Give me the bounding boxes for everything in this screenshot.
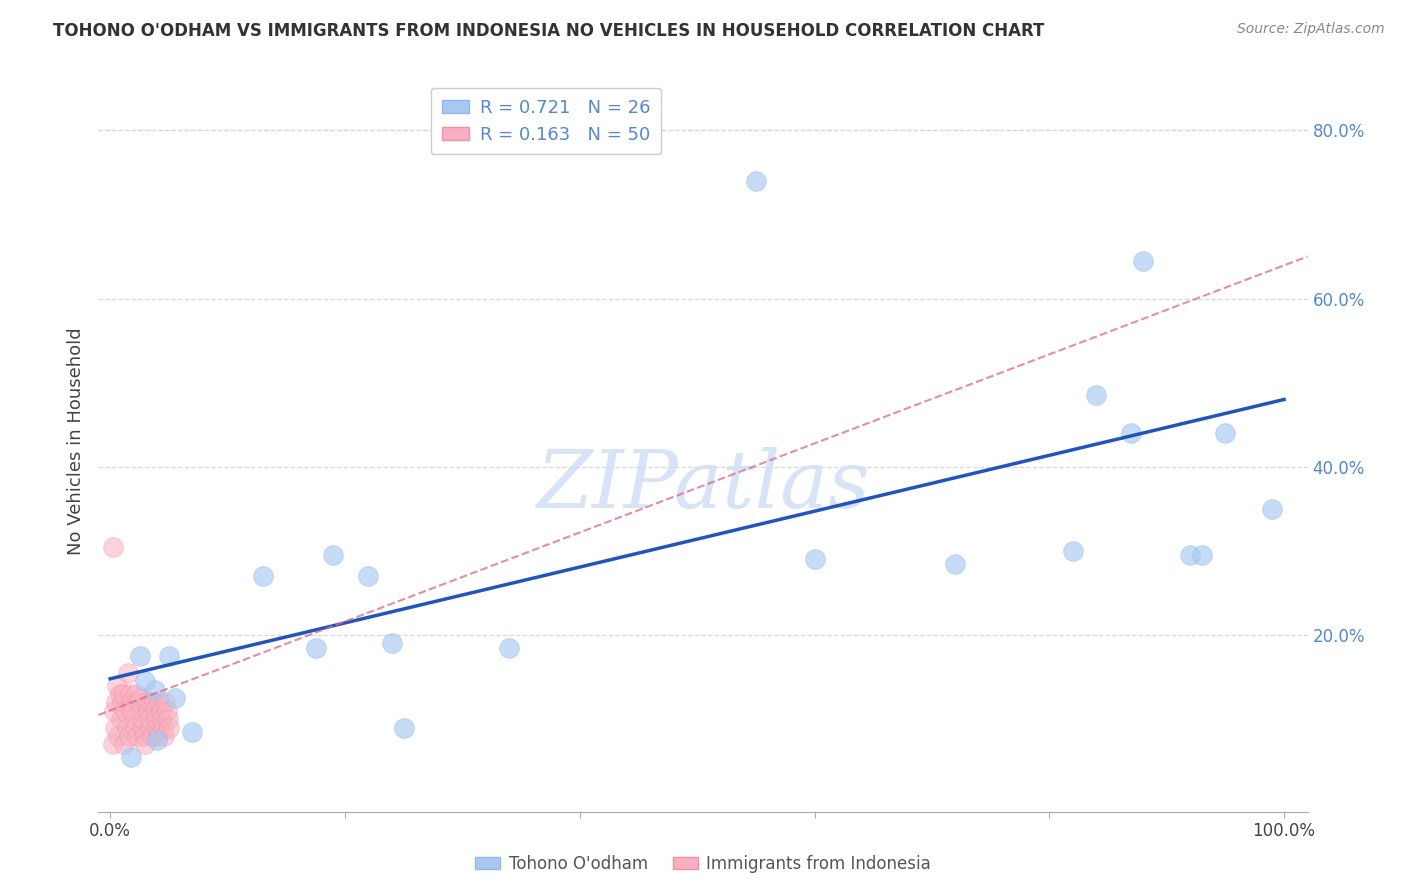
Point <box>104 721 127 735</box>
Point <box>322 548 344 562</box>
Point <box>1085 388 1108 402</box>
Point <box>127 695 149 709</box>
Point <box>112 738 135 752</box>
Point <box>155 695 177 709</box>
Point <box>120 687 142 701</box>
Point <box>129 704 152 718</box>
Point <box>108 687 131 701</box>
Legend: R = 0.721   N = 26, R = 0.163   N = 50: R = 0.721 N = 26, R = 0.163 N = 50 <box>430 87 661 154</box>
Point <box>112 687 135 701</box>
Point <box>118 729 141 743</box>
Point <box>142 695 165 709</box>
Point <box>121 704 143 718</box>
Point <box>120 750 142 764</box>
Point <box>149 704 172 718</box>
Point <box>107 729 129 743</box>
Point <box>105 679 128 693</box>
Point <box>498 640 520 655</box>
Point <box>1062 544 1084 558</box>
Point <box>146 733 169 747</box>
Point <box>125 687 148 701</box>
Y-axis label: No Vehicles in Household: No Vehicles in Household <box>66 327 84 556</box>
Point <box>115 721 138 735</box>
Point <box>163 691 186 706</box>
Point <box>381 636 404 650</box>
Point <box>153 729 176 743</box>
Point <box>134 738 156 752</box>
Text: Source: ZipAtlas.com: Source: ZipAtlas.com <box>1237 22 1385 37</box>
Point <box>143 704 166 718</box>
Point <box>128 649 150 664</box>
Point <box>135 695 157 709</box>
Point <box>124 721 146 735</box>
Point <box>136 704 159 718</box>
Point <box>148 729 170 743</box>
Point <box>117 665 139 680</box>
Point <box>1121 426 1143 441</box>
Point <box>150 712 173 726</box>
Point <box>114 704 136 718</box>
Point <box>141 729 163 743</box>
Point <box>132 712 155 726</box>
Point <box>157 649 180 664</box>
Point <box>101 540 124 554</box>
Point <box>111 695 134 709</box>
Point <box>1261 501 1284 516</box>
Point <box>122 712 145 726</box>
Point <box>134 674 156 689</box>
Point <box>1132 253 1154 268</box>
Point <box>105 695 128 709</box>
Point <box>131 721 153 735</box>
Point <box>1180 548 1202 562</box>
Point <box>148 695 170 709</box>
Point <box>145 712 167 726</box>
Point <box>128 691 150 706</box>
Point <box>134 729 156 743</box>
Point <box>120 695 142 709</box>
Point <box>143 682 166 697</box>
Point <box>803 552 825 566</box>
Point <box>138 712 160 726</box>
Point <box>146 721 169 735</box>
Text: TOHONO O'ODHAM VS IMMIGRANTS FROM INDONESIA NO VEHICLES IN HOUSEHOLD CORRELATION: TOHONO O'ODHAM VS IMMIGRANTS FROM INDONE… <box>53 22 1045 40</box>
Point <box>252 569 274 583</box>
Point <box>152 721 174 735</box>
Point <box>139 721 162 735</box>
Point <box>1215 426 1237 441</box>
Point <box>157 721 180 735</box>
Point <box>304 640 326 655</box>
Point <box>392 721 415 735</box>
Point <box>1191 548 1213 562</box>
Point <box>745 174 768 188</box>
Point <box>945 557 967 571</box>
Point <box>103 704 125 718</box>
Legend: Tohono O'odham, Immigrants from Indonesia: Tohono O'odham, Immigrants from Indonesi… <box>468 848 938 880</box>
Point <box>110 712 132 726</box>
Point <box>357 569 380 583</box>
Point <box>156 712 179 726</box>
Point <box>155 704 177 718</box>
Point <box>127 729 149 743</box>
Text: ZIPatlas: ZIPatlas <box>536 447 870 524</box>
Point <box>181 724 204 739</box>
Point <box>141 695 163 709</box>
Point <box>101 738 124 752</box>
